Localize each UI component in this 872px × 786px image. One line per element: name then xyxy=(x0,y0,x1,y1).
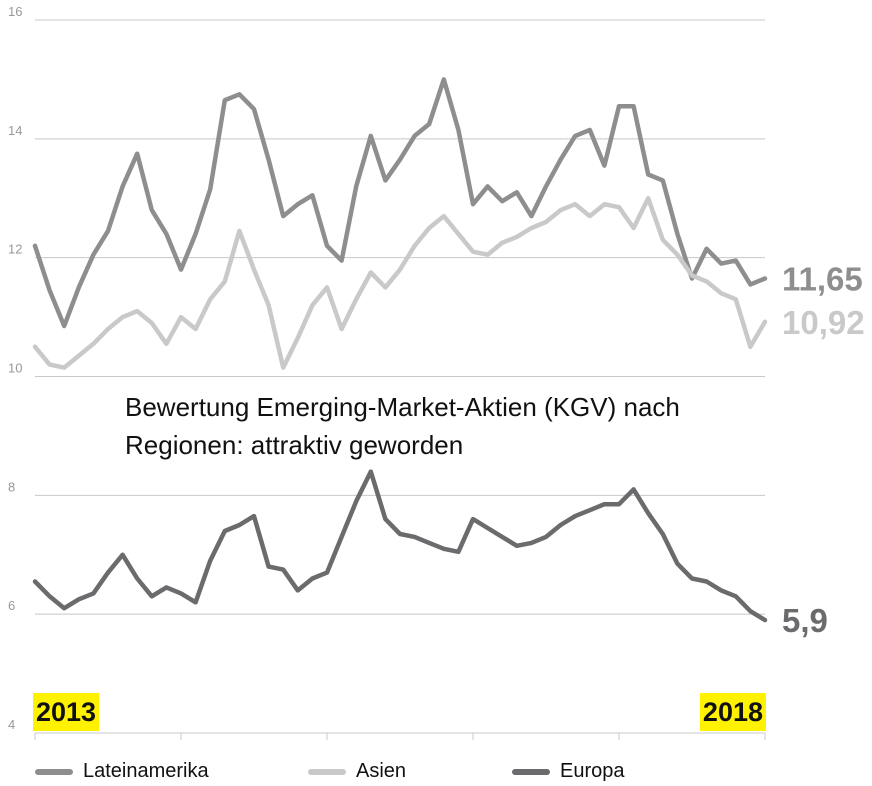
chart-title: Bewertung Emerging-Market-Aktien (KGV) n… xyxy=(125,392,680,460)
legend-swatch xyxy=(35,768,73,775)
y-tick-label: 14 xyxy=(8,123,22,138)
end-label: 10,92 xyxy=(782,304,865,341)
y-tick-label: 6 xyxy=(8,598,15,613)
legend-label: Lateinamerika xyxy=(83,760,209,782)
legend-item: Asien xyxy=(308,760,406,783)
legend-label: Europa xyxy=(560,760,625,782)
legend-label: Asien xyxy=(356,760,407,782)
y-tick-label: 8 xyxy=(8,479,15,494)
x-tick-label: 2018 xyxy=(699,693,766,731)
y-tick-label: 10 xyxy=(8,361,22,376)
legend-item: Europa xyxy=(512,760,625,783)
x-tick-label: 2013 xyxy=(33,693,100,731)
end-label: 5,9 xyxy=(782,602,828,639)
legend-item: Lateinamerika xyxy=(35,760,209,783)
legend-swatch xyxy=(512,768,550,775)
legend-swatch xyxy=(308,768,346,775)
y-tick-label: 4 xyxy=(8,717,15,732)
series-line xyxy=(32,77,768,329)
y-tick-label: 12 xyxy=(8,242,22,257)
y-tick-label: 16 xyxy=(8,4,22,19)
end-label: 11,65 xyxy=(782,260,863,297)
series-line xyxy=(32,469,768,623)
series-line xyxy=(32,196,768,370)
